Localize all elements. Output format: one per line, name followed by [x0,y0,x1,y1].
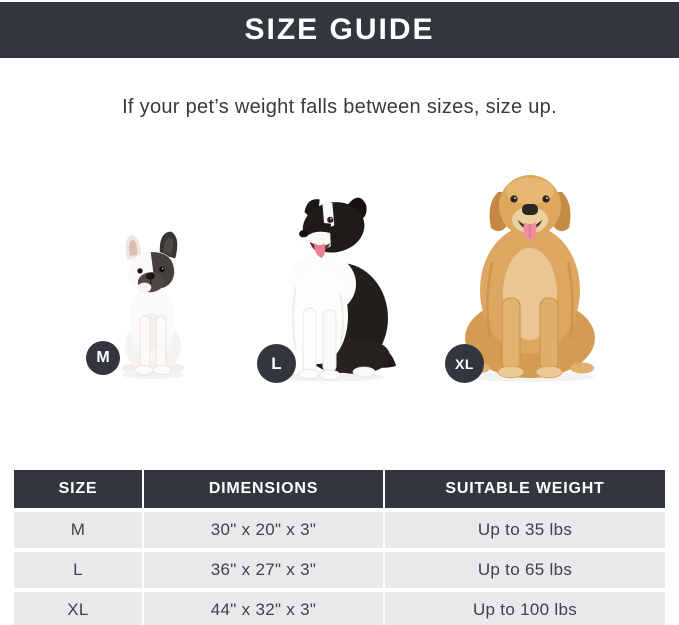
header-bar: SIZE GUIDE [0,2,679,58]
size-badge-l: L [257,344,296,383]
border-collie-photo [276,197,396,382]
sizing-advice-text: If your pet’s weight falls between sizes… [122,96,557,118]
cell-weight-m: Up to 35 lbs [385,512,665,548]
cell-dimensions-l: 36" x 27" x 3" [144,552,383,588]
cell-weight-l: Up to 65 lbs [385,552,665,588]
size-table: SIZE DIMENSIONS SUITABLE WEIGHT M 30" x … [14,470,665,625]
cell-dimensions-xl: 44" x 32" x 3" [144,592,383,625]
french-bulldog-photo [122,231,184,379]
page-title: SIZE GUIDE [244,13,435,46]
cell-dimensions-m: 30" x 20" x 3" [144,512,383,548]
golden-retriever-photo [465,175,595,382]
column-header-size: SIZE [14,470,142,508]
cell-size-l: L [14,552,142,588]
cell-size-xl: XL [14,592,142,625]
size-badge-xl: XL [445,344,484,383]
cell-size-m: M [14,512,142,548]
cell-weight-xl: Up to 100 lbs [385,592,665,625]
column-header-dimensions: DIMENSIONS [144,470,383,508]
size-badge-m: M [86,341,120,375]
column-header-weight: SUITABLE WEIGHT [385,470,665,508]
